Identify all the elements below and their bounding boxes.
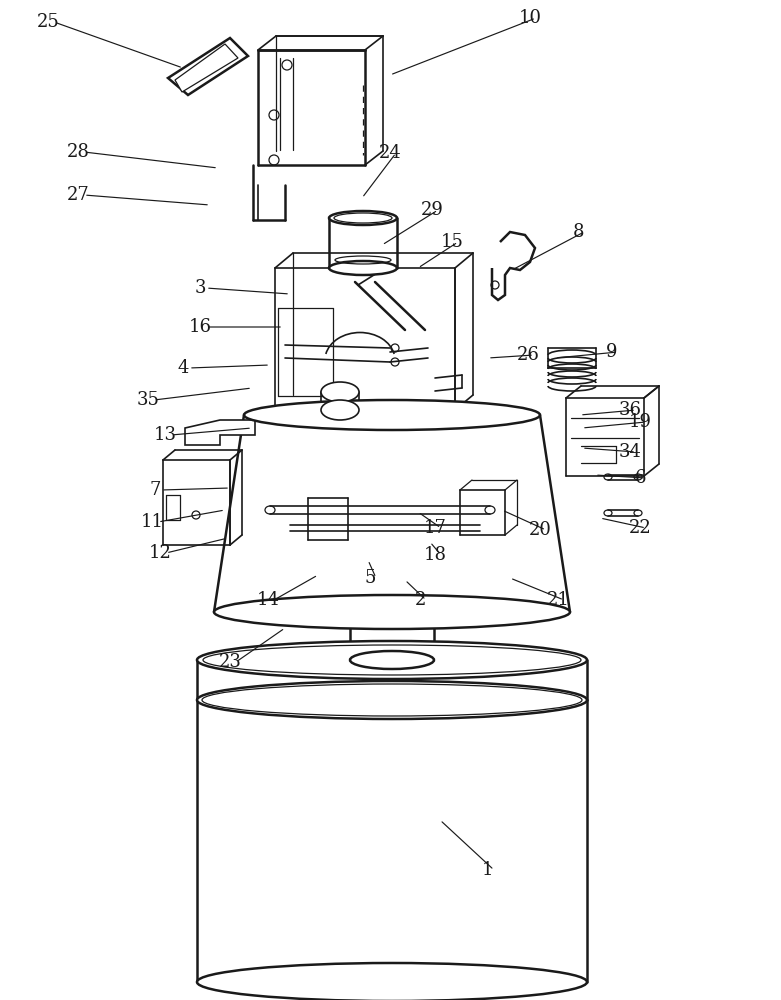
Text: 2: 2 [414, 591, 426, 609]
Ellipse shape [485, 506, 495, 514]
Polygon shape [168, 38, 248, 95]
Text: 4: 4 [177, 359, 189, 377]
Polygon shape [175, 44, 238, 92]
Text: 29: 29 [420, 201, 444, 219]
Ellipse shape [350, 603, 434, 621]
Text: 8: 8 [572, 223, 583, 241]
Ellipse shape [197, 641, 587, 679]
Text: 12: 12 [148, 544, 172, 562]
Polygon shape [185, 420, 255, 445]
Text: 22: 22 [629, 519, 651, 537]
Text: 24: 24 [379, 144, 401, 162]
Text: 3: 3 [194, 279, 205, 297]
Text: 34: 34 [619, 443, 641, 461]
Ellipse shape [634, 474, 642, 480]
Text: 25: 25 [37, 13, 59, 31]
Circle shape [282, 60, 292, 70]
Circle shape [391, 344, 399, 352]
Text: 23: 23 [219, 653, 241, 671]
Text: 35: 35 [137, 391, 159, 409]
Text: 1: 1 [482, 861, 494, 879]
Text: 11: 11 [141, 513, 163, 531]
Text: 10: 10 [519, 9, 541, 27]
Text: 28: 28 [66, 143, 90, 161]
Ellipse shape [321, 382, 359, 402]
Text: 21: 21 [547, 591, 569, 609]
Text: 27: 27 [66, 186, 89, 204]
Text: 20: 20 [529, 521, 551, 539]
Ellipse shape [321, 400, 359, 420]
Text: 18: 18 [423, 546, 447, 564]
Ellipse shape [604, 510, 612, 516]
Text: 7: 7 [149, 481, 161, 499]
Text: 16: 16 [188, 318, 212, 336]
Ellipse shape [197, 963, 587, 1000]
Text: 9: 9 [606, 343, 618, 361]
Text: 19: 19 [629, 413, 651, 431]
Circle shape [391, 358, 399, 366]
Text: 15: 15 [440, 233, 463, 251]
Text: 36: 36 [619, 401, 641, 419]
Ellipse shape [604, 474, 612, 480]
Text: 5: 5 [364, 569, 376, 587]
Text: 17: 17 [423, 519, 447, 537]
Ellipse shape [265, 506, 275, 514]
Ellipse shape [329, 211, 397, 225]
Ellipse shape [197, 681, 587, 719]
Ellipse shape [350, 651, 434, 669]
Text: 13: 13 [154, 426, 177, 444]
Text: 26: 26 [516, 346, 540, 364]
Text: 14: 14 [257, 591, 280, 609]
Ellipse shape [329, 261, 397, 275]
Ellipse shape [214, 595, 570, 629]
Ellipse shape [634, 510, 642, 516]
Text: 6: 6 [634, 469, 646, 487]
Ellipse shape [244, 400, 540, 430]
